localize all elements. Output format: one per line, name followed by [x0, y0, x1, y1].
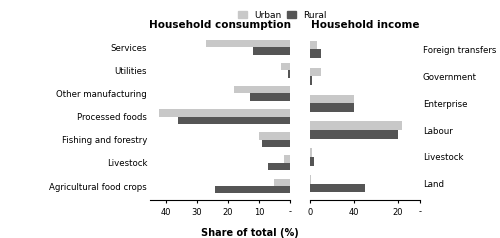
Bar [234, 86, 290, 94]
Bar [310, 94, 354, 103]
Bar [268, 163, 290, 170]
Bar [274, 179, 290, 186]
Bar [310, 148, 312, 157]
Bar [216, 186, 290, 193]
Bar [288, 70, 290, 78]
Bar [310, 175, 311, 184]
Bar [250, 94, 290, 101]
Bar [206, 40, 290, 47]
Bar [252, 47, 290, 55]
Bar [178, 117, 290, 124]
Bar [310, 68, 321, 76]
Title: Household income: Household income [311, 20, 419, 30]
Bar [259, 132, 290, 140]
Bar [310, 76, 312, 85]
Title: Household consumption: Household consumption [149, 20, 291, 30]
Legend: Urban, Rural: Urban, Rural [234, 7, 330, 23]
Bar [310, 157, 314, 165]
Text: Share of total (%): Share of total (%) [201, 228, 299, 238]
Bar [310, 103, 354, 112]
Bar [280, 63, 290, 70]
Bar [262, 140, 290, 147]
Bar [310, 130, 398, 139]
Bar [160, 109, 290, 117]
Bar [310, 50, 321, 58]
Bar [310, 121, 402, 130]
Bar [284, 155, 290, 163]
Bar [310, 184, 365, 192]
Bar [310, 41, 316, 50]
